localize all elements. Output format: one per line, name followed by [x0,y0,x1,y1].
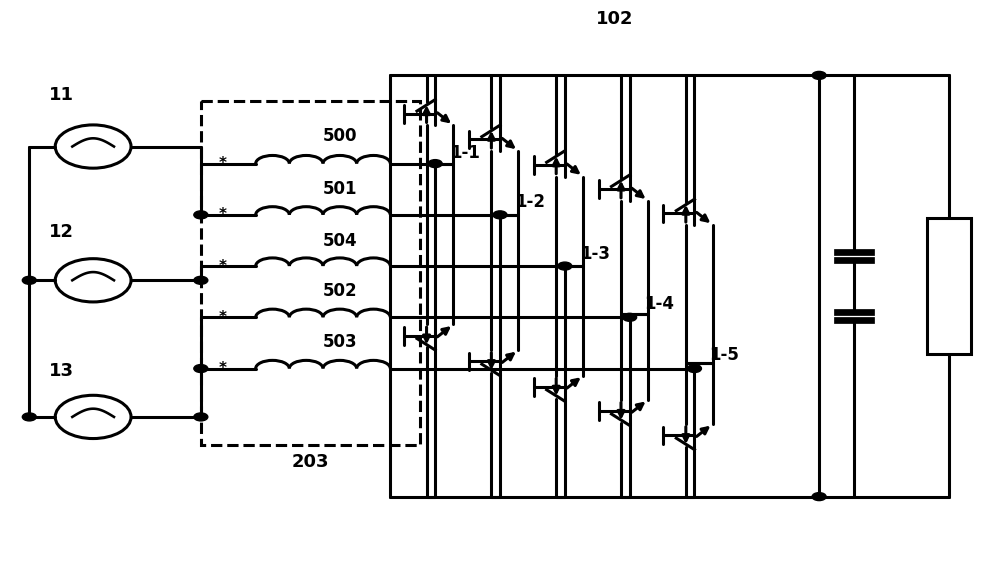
Text: 501: 501 [323,180,358,198]
Circle shape [194,276,208,284]
Circle shape [194,413,208,421]
Text: 1-1: 1-1 [450,144,480,162]
Circle shape [812,492,826,500]
Text: 1-2: 1-2 [515,193,545,212]
Circle shape [687,364,701,372]
Circle shape [812,72,826,80]
Text: *: * [219,259,227,273]
Circle shape [194,211,208,219]
Circle shape [558,262,572,270]
Circle shape [194,364,208,372]
Text: 1-3: 1-3 [580,245,610,263]
Circle shape [493,211,507,219]
Text: 500: 500 [323,127,358,145]
Circle shape [623,313,637,321]
Text: 11: 11 [49,86,74,104]
Text: *: * [219,361,227,376]
Text: 13: 13 [49,363,74,380]
Text: 504: 504 [323,232,358,250]
Text: *: * [219,207,227,223]
Text: 503: 503 [323,333,358,351]
Text: 1-5: 1-5 [709,346,739,364]
Circle shape [22,413,36,421]
Text: *: * [219,310,227,325]
Text: 1-4: 1-4 [645,295,675,313]
Circle shape [428,160,442,168]
Text: 12: 12 [49,223,74,241]
Circle shape [22,276,36,284]
Text: *: * [219,156,227,171]
Text: 203: 203 [292,454,329,471]
Text: 102: 102 [596,10,633,28]
Bar [927,218,971,354]
Text: 502: 502 [323,282,358,300]
